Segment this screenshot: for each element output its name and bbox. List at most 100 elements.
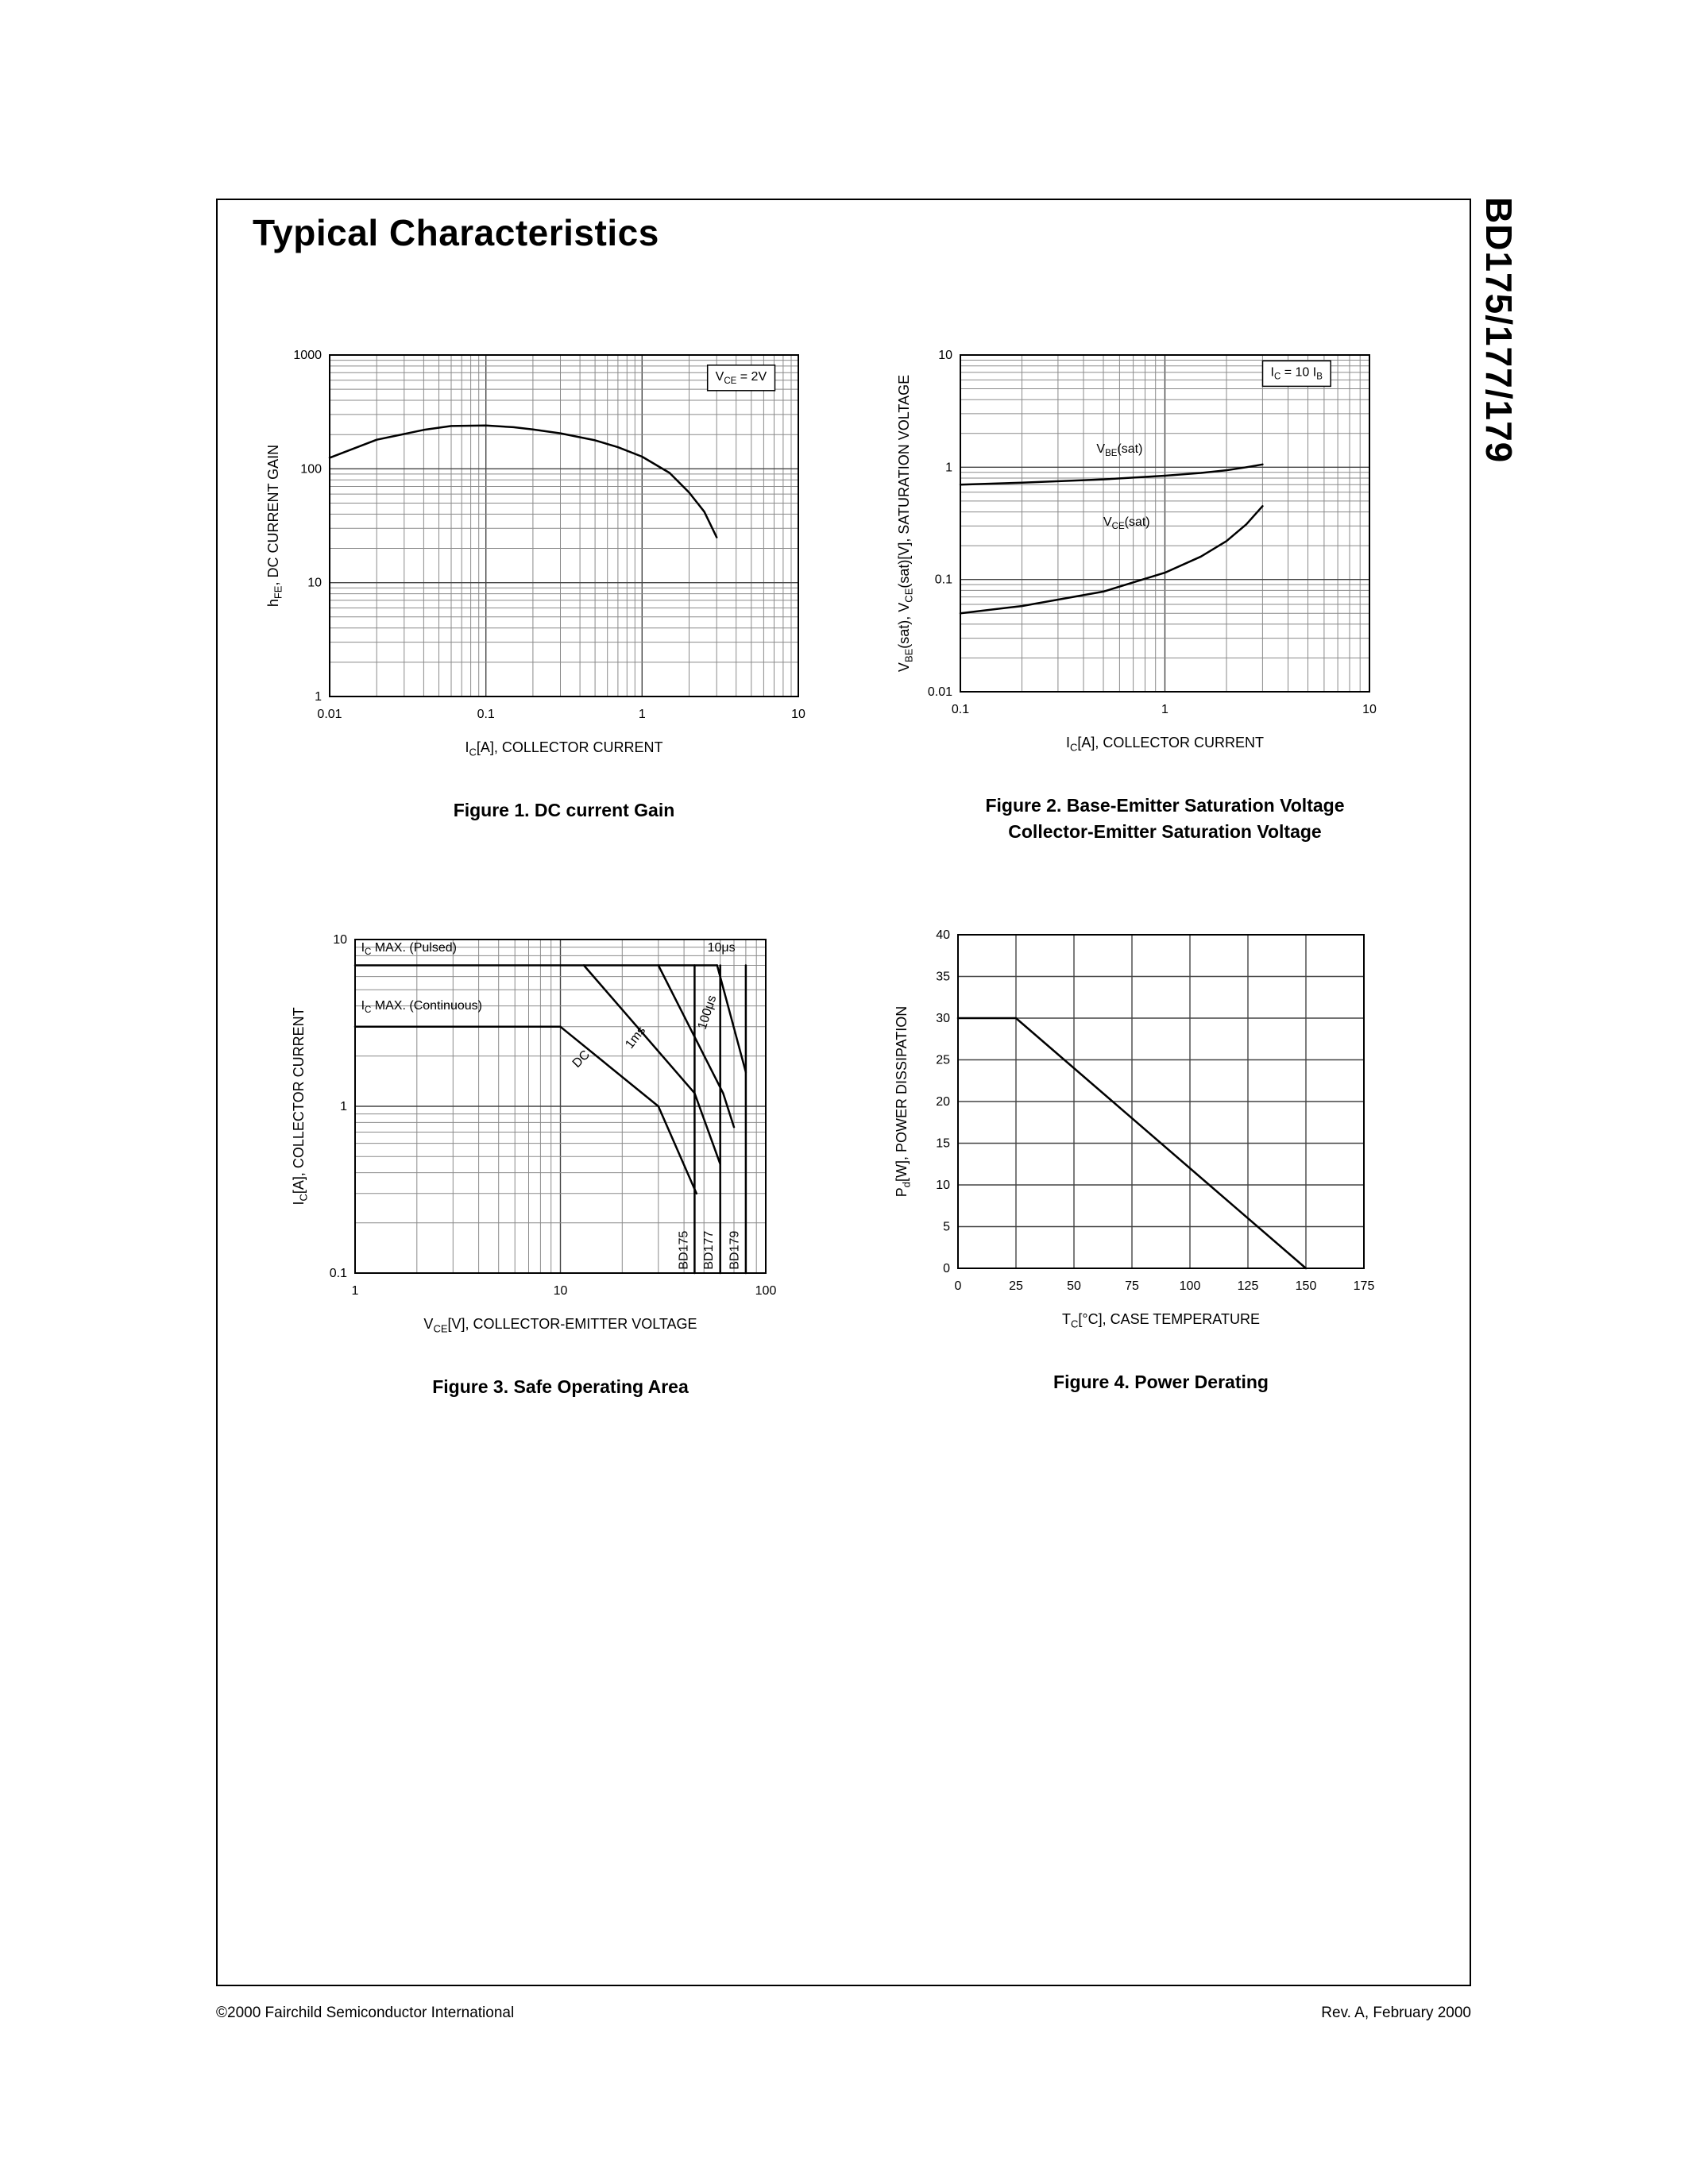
x-tick-label: 0 <box>955 1279 962 1293</box>
y-tick-label: 40 <box>936 928 950 942</box>
y-tick-label: 10 <box>936 1179 950 1192</box>
part-number-side-title: BD175/177/179 <box>1478 197 1520 464</box>
footer-copyright: ©2000 Fairchild Semiconductor Internatio… <box>216 2005 515 2021</box>
series-10us <box>716 964 747 1074</box>
annotation-label: BD177 <box>702 1231 716 1270</box>
x-axis-title: IC[A], COLLECTOR CURRENT <box>465 739 662 758</box>
y-tick-label: 35 <box>936 970 950 984</box>
series <box>328 424 718 538</box>
series-vce-sat- <box>959 505 1264 615</box>
series <box>353 964 747 1275</box>
annotation-label: VCE(sat) <box>1103 515 1150 531</box>
y-tick-label: 0.1 <box>935 573 952 587</box>
annotation-label: IC MAX. (Pulsed) <box>361 941 457 957</box>
x-tick-label: 1 <box>352 1284 359 1298</box>
y-axis-title: hFE, DC CURRENT GAIN <box>265 445 284 607</box>
x-axis-title: IC[A], COLLECTOR CURRENT <box>1066 735 1264 754</box>
series-dc <box>559 1025 698 1195</box>
figure1-dc-current-gain-chart: 0.01 0.1 1 10 1 10 100 1000 VCE = 2V IC[A], COLLE… <box>265 349 805 758</box>
series-vbe-sat- <box>959 463 1264 486</box>
x-tick-label: 100 <box>755 1284 777 1298</box>
annotation-label: 1ms <box>623 1024 648 1051</box>
annotation-label: 100μs <box>696 994 720 1031</box>
y-tick-label: 100 <box>300 462 322 476</box>
annotation-label: IC MAX. (Continuous) <box>361 999 482 1015</box>
figure4-power-derating-chart: 0 25 50 75 100 125 150 175 0 5 10 15 20 25 30 35 40 TC[°C… <box>894 928 1374 1330</box>
series-1ms <box>582 964 721 1166</box>
figure3-caption: Figure 3. Safe Operating Area <box>432 1376 689 1397</box>
series-power-derating <box>956 1017 1308 1270</box>
x-axis-title: TC[°C], CASE TEMPERATURE <box>1062 1311 1260 1330</box>
y-tick-label: 1 <box>945 461 952 474</box>
x-tick-label: 175 <box>1354 1279 1375 1293</box>
x-tick-label: 0.1 <box>952 703 969 716</box>
y-tick-label: 1 <box>315 690 322 704</box>
x-tick-label: 75 <box>1125 1279 1139 1293</box>
figure1-caption: Figure 1. DC current Gain <box>453 800 675 820</box>
x-tick-label: 25 <box>1009 1279 1023 1293</box>
y-tick-label: 10 <box>938 349 952 362</box>
x-tick-label: 50 <box>1067 1279 1081 1293</box>
annotation-label: IC = 10 IB <box>1271 365 1323 381</box>
plot-border <box>329 354 799 697</box>
x-tick-label: 150 <box>1296 1279 1317 1293</box>
page-border <box>216 199 1471 1986</box>
figure4-caption: Figure 4. Power Derating <box>1053 1372 1269 1392</box>
tick-labels: 1 10 100 0.1 1 10 <box>330 933 777 1298</box>
annotation-label: BD179 <box>728 1231 741 1270</box>
x-tick-label: 0.01 <box>317 708 342 721</box>
y-tick-label: 0.1 <box>330 1267 347 1280</box>
y-tick-label: 1 <box>340 1100 347 1113</box>
grid <box>354 939 767 1274</box>
x-tick-label: 1 <box>1161 703 1168 716</box>
grid <box>960 354 1370 693</box>
y-axis-title: Pd[W], POWER DISSIPATION <box>894 1006 913 1198</box>
x-tick-label: 1 <box>639 708 646 721</box>
footer-revision: Rev. A, February 2000 <box>1321 2005 1471 2021</box>
x-tick-label: 125 <box>1238 1279 1259 1293</box>
figure3-safe-operating-area-chart: 1 10 100 0.1 1 10 IC MAX. (Pulsed) IC MAX. (Con… <box>291 933 777 1335</box>
annotation-label: VCE = 2V <box>716 370 767 386</box>
y-tick-label: 25 <box>936 1054 950 1067</box>
y-tick-label: 20 <box>936 1095 950 1109</box>
series-hfe <box>328 424 718 538</box>
figure2-caption-line2: Collector-Emitter Saturation Voltage <box>1008 821 1322 843</box>
figure-1: 0.01 0.1 1 10 1 10 100 1000 VCE = 2V IC[A], COLLE… <box>254 343 822 824</box>
y-tick-label: 0 <box>943 1262 950 1275</box>
series-100us <box>657 964 736 1129</box>
figure-2: 0.1 1 10 0.01 0.1 1 10 IC = 10 IB VBE(sat) VCE(sa… <box>885 343 1393 846</box>
annotation-box <box>1261 360 1331 388</box>
figure2-caption: Figure 2. Base-Emitter Saturation Voltag… <box>960 793 1369 846</box>
tick-labels: 0.01 0.1 1 10 1 10 100 1000 <box>293 349 805 721</box>
plot-border <box>957 934 1365 1269</box>
y-tick-label: 30 <box>936 1012 950 1025</box>
annotation-label: 10μs <box>708 941 736 955</box>
annotation-box <box>706 365 776 392</box>
grid <box>957 934 1365 1269</box>
y-tick-label: 1000 <box>293 349 322 362</box>
x-tick-label: 10 <box>554 1284 568 1298</box>
grid <box>329 354 799 697</box>
y-tick-label: 0.01 <box>928 685 952 699</box>
y-tick-label: 5 <box>943 1221 950 1234</box>
y-tick-label: 10 <box>307 577 322 590</box>
annotation-label: VBE(sat) <box>1096 442 1142 458</box>
figure-4: 0 25 50 75 100 125 150 175 0 5 10 15 20 25 30 35 40 TC[°C… <box>883 923 1388 1395</box>
x-tick-label: 0.1 <box>477 708 495 721</box>
y-tick-label: 15 <box>936 1137 950 1151</box>
x-tick-label: 10 <box>1362 703 1377 716</box>
plot-border <box>354 939 767 1274</box>
plot-border <box>960 354 1370 693</box>
page-title: Typical Characteristics <box>253 212 659 253</box>
y-axis-title: VBE(sat), VCE(sat)[V], SATURATION VOLTAG… <box>896 375 915 672</box>
x-axis-title: VCE[V], COLLECTOR-EMITTER VOLTAGE <box>423 1316 697 1335</box>
series <box>959 463 1264 615</box>
tick-labels: 0 25 50 75 100 125 150 175 0 5 10 15 20 25 30 35 40 <box>936 928 1374 1293</box>
figure-3: 1 10 100 0.1 1 10 IC MAX. (Pulsed) IC MAX. (Con… <box>280 928 790 1400</box>
figure2-caption-line1: Figure 2. Base-Emitter Saturation Voltag… <box>985 795 1345 816</box>
annotation-label: BD175 <box>677 1231 690 1270</box>
x-tick-label: 10 <box>791 708 805 721</box>
